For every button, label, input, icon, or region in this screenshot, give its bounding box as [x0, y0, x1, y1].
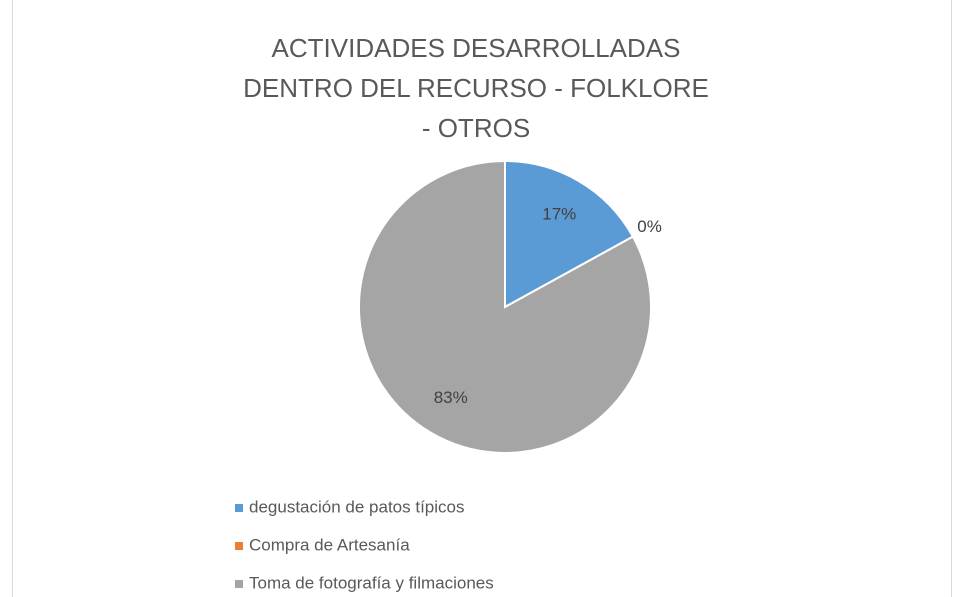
legend-swatch: [235, 580, 243, 588]
pie-slice: [358, 159, 652, 454]
legend-label: Compra de Artesanía: [249, 535, 410, 554]
legend-swatch: [235, 542, 243, 550]
chart-border: [12, 0, 952, 597]
data-label: 17%: [542, 205, 576, 224]
data-label: 83%: [434, 388, 468, 407]
legend-label: Toma de fotografía y filmaciones: [249, 573, 494, 592]
chart-title: ACTIVIDADES DESARROLLADAS DENTRO DEL REC…: [243, 33, 709, 143]
legend-label: degustación de patos típicos: [249, 497, 464, 516]
legend-swatch: [235, 504, 243, 512]
data-label: 0%: [637, 217, 662, 236]
pie-slice: [504, 159, 635, 309]
